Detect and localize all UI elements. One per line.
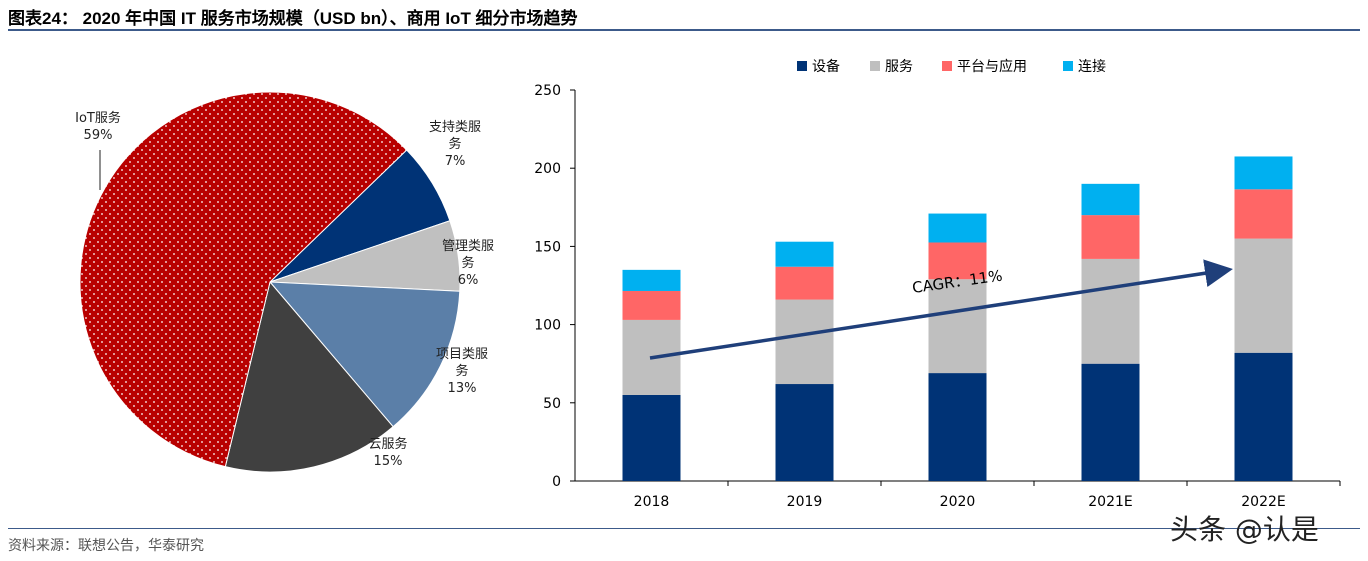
pie-label-support: 支持类服务 7% [425,119,485,170]
y-tick-label: 150 [534,239,561,255]
pie-label-name: 项目类服务 [435,347,488,379]
bar-segment [1234,189,1293,239]
bar-segment [775,299,834,385]
figure-title: 图表24： 2020 年中国 IT 服务市场规模（USD bn）、商用 IoT … [8,9,578,28]
source-note: 资料来源：联想公告，华泰研究 [8,538,204,554]
bar-segment [775,266,834,300]
bar-segment [1081,363,1140,481]
pie-label-name: IoT服务 [75,111,121,126]
pie-slice [224,280,394,473]
bar-segment [622,394,681,481]
pie-label-pct: 59% [83,128,113,143]
legend-label: 平台与应用 [957,58,1027,75]
pie-label-cloud: 云服务 15% [343,436,433,470]
bar-segment [1234,238,1293,353]
bar-segment [1081,215,1140,259]
pie-label-management: 管理类服务 6% [438,238,498,289]
legend-swatch [870,61,880,71]
pie-label-name: 支持类服务 [428,120,481,152]
bar-segment [622,269,681,291]
pie-label-pct: 7% [444,154,466,169]
bar-segment [1081,183,1140,216]
x-tick-label: 2018 [634,494,670,510]
pie-slice [268,281,461,428]
bar-segment [928,279,987,374]
bar-segment [775,384,834,481]
x-tick-label: 2020 [940,494,976,510]
legend-label: 服务 [885,59,913,75]
bar-segment [1081,258,1140,364]
y-tick-label: 50 [543,396,561,412]
pie-label-pct: 13% [447,381,477,396]
bar-segment [775,241,834,267]
bar-segment [928,373,987,481]
pie-label-pct: 6% [457,273,479,288]
legend-swatch [797,61,807,71]
top-divider [8,29,1360,31]
pie-label-project: 项目类服务 13% [432,346,492,397]
x-tick-label: 2022E [1241,494,1285,510]
pie-chart [79,91,461,473]
y-tick-label: 250 [534,83,561,99]
legend-label: 设备 [812,58,840,75]
y-tick-label: 100 [534,318,561,334]
cagr-arrow [649,259,1233,360]
bar-segment [928,213,987,243]
bar-segment [1234,156,1293,190]
pie-slice [79,91,408,468]
bar-segment [622,290,681,320]
x-tick-label: 2019 [787,494,823,510]
legend-label: 连接 [1078,58,1106,75]
x-tick-label: 2021E [1088,494,1132,510]
bar-segment [1234,352,1293,481]
bar-chart: 0 50 100 150 200 250 2018 2019 2020 2021E 2022E 设备 服… [534,58,1341,510]
watermark: 头条 @认是 [1170,513,1319,546]
pie-label-iot: IoT服务 59% [53,110,143,144]
y-tick-label: 200 [534,161,561,177]
legend-swatch [1063,61,1073,71]
pie-label-pct: 15% [373,454,403,469]
bar-segment [928,242,987,280]
pie-label-name: 管理类服务 [441,239,494,271]
pie-label-name: 云服务 [368,437,408,452]
bottom-divider [8,528,1360,529]
legend-swatch [942,61,952,71]
y-tick-label: 0 [552,474,561,490]
